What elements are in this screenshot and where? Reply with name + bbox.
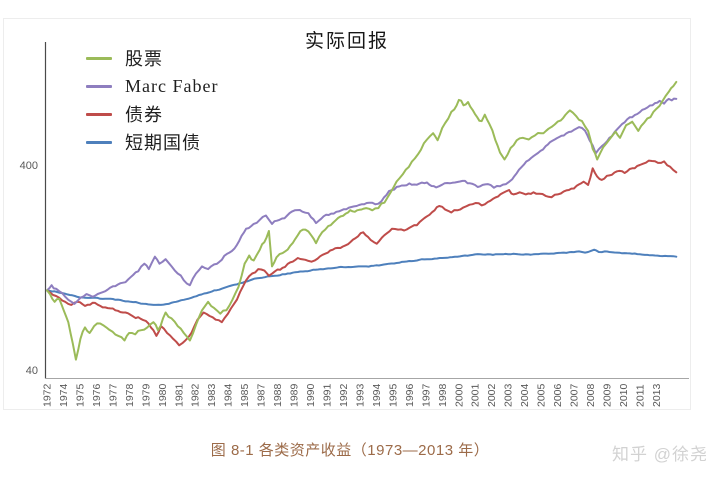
x-tick-label: 1996 xyxy=(404,383,416,407)
x-tick-label: 1984 xyxy=(223,383,235,407)
x-tick-label: 1974 xyxy=(58,383,70,407)
x-tick-label: 1980 xyxy=(157,383,169,407)
x-tick-label: 1994 xyxy=(371,383,383,407)
x-tick-label: 2000 xyxy=(453,383,465,407)
legend-item-tbills: 短期国债 xyxy=(86,128,218,156)
x-tick-label: 1972 xyxy=(42,383,54,407)
x-tick-label: 1979 xyxy=(140,383,152,407)
x-tick-label: 1987 xyxy=(256,383,268,407)
y-axis-tick-label-400: 400 xyxy=(19,160,38,172)
series-line-marc-faber xyxy=(46,97,678,305)
x-tick-label: 1992 xyxy=(338,383,350,407)
x-tick-label: 2013 xyxy=(651,383,663,407)
x-tick-label: 1975 xyxy=(74,383,86,407)
x-tick-label: 1988 xyxy=(272,383,284,407)
x-tick-label: 1982 xyxy=(190,383,202,407)
x-tick-label: 1990 xyxy=(305,383,317,407)
y-axis-tick-label-40: 40 xyxy=(25,365,38,377)
legend-label-tbills: 短期国债 xyxy=(125,133,201,153)
x-tick-label: 2002 xyxy=(486,383,498,407)
legend-swatch-bonds-line-icon xyxy=(86,112,112,116)
legend-swatch-tbills-line-icon xyxy=(86,140,112,144)
x-tick-label: 2001 xyxy=(470,383,482,407)
x-tick-label: 1998 xyxy=(437,383,449,407)
x-tick-label: 2007 xyxy=(569,383,581,407)
x-tick-label: 1989 xyxy=(289,383,301,407)
series-line-stocks xyxy=(46,80,678,361)
x-tick-label: 2010 xyxy=(618,383,630,407)
x-tick-label: 1985 xyxy=(239,383,251,407)
x-tick-label: 1978 xyxy=(124,383,136,407)
x-tick-label: 1976 xyxy=(91,383,103,407)
legend-swatch-stocks-line-icon xyxy=(86,56,112,60)
x-tick-label: 2005 xyxy=(536,383,548,407)
x-tick-label: 2011 xyxy=(634,384,646,407)
legend-swatch-marc-faber-line-icon xyxy=(86,84,112,88)
x-tick-label: 2009 xyxy=(601,383,613,407)
x-tick-label: 2006 xyxy=(552,383,564,407)
x-tick-label: 2008 xyxy=(585,383,597,407)
x-tick-label: 1981 xyxy=(173,383,185,407)
x-tick-label: 1995 xyxy=(387,383,399,407)
legend-label-stocks: 股票 xyxy=(125,49,163,69)
legend-item-marc-faber: Marc Faber xyxy=(86,72,218,100)
x-tick-label: 1983 xyxy=(206,383,218,407)
x-tick-label: 2003 xyxy=(503,383,515,407)
legend-label-marc-faber: Marc Faber xyxy=(125,75,219,96)
chart-title: 实际回报 xyxy=(304,31,389,52)
legend-label-bonds: 债券 xyxy=(125,105,163,125)
legend-item-bonds: 债券 xyxy=(86,100,218,128)
x-tick-label: 1993 xyxy=(354,383,366,407)
x-tick-label: 1997 xyxy=(420,383,432,407)
x-tick-label: 1991 xyxy=(321,383,333,407)
legend-item-stocks: 股票 xyxy=(86,44,218,72)
figure-caption: 图 8-1 各类资产收益（1973—2013 年） xyxy=(210,442,490,459)
watermark: 知乎 @徐尧 xyxy=(612,445,708,464)
legend: 股票 Marc Faber 债券 短期国债 xyxy=(86,44,218,156)
series-line-tbills xyxy=(46,248,678,306)
x-tick-label: 1977 xyxy=(107,383,119,407)
x-tick-label: 2004 xyxy=(519,383,531,407)
